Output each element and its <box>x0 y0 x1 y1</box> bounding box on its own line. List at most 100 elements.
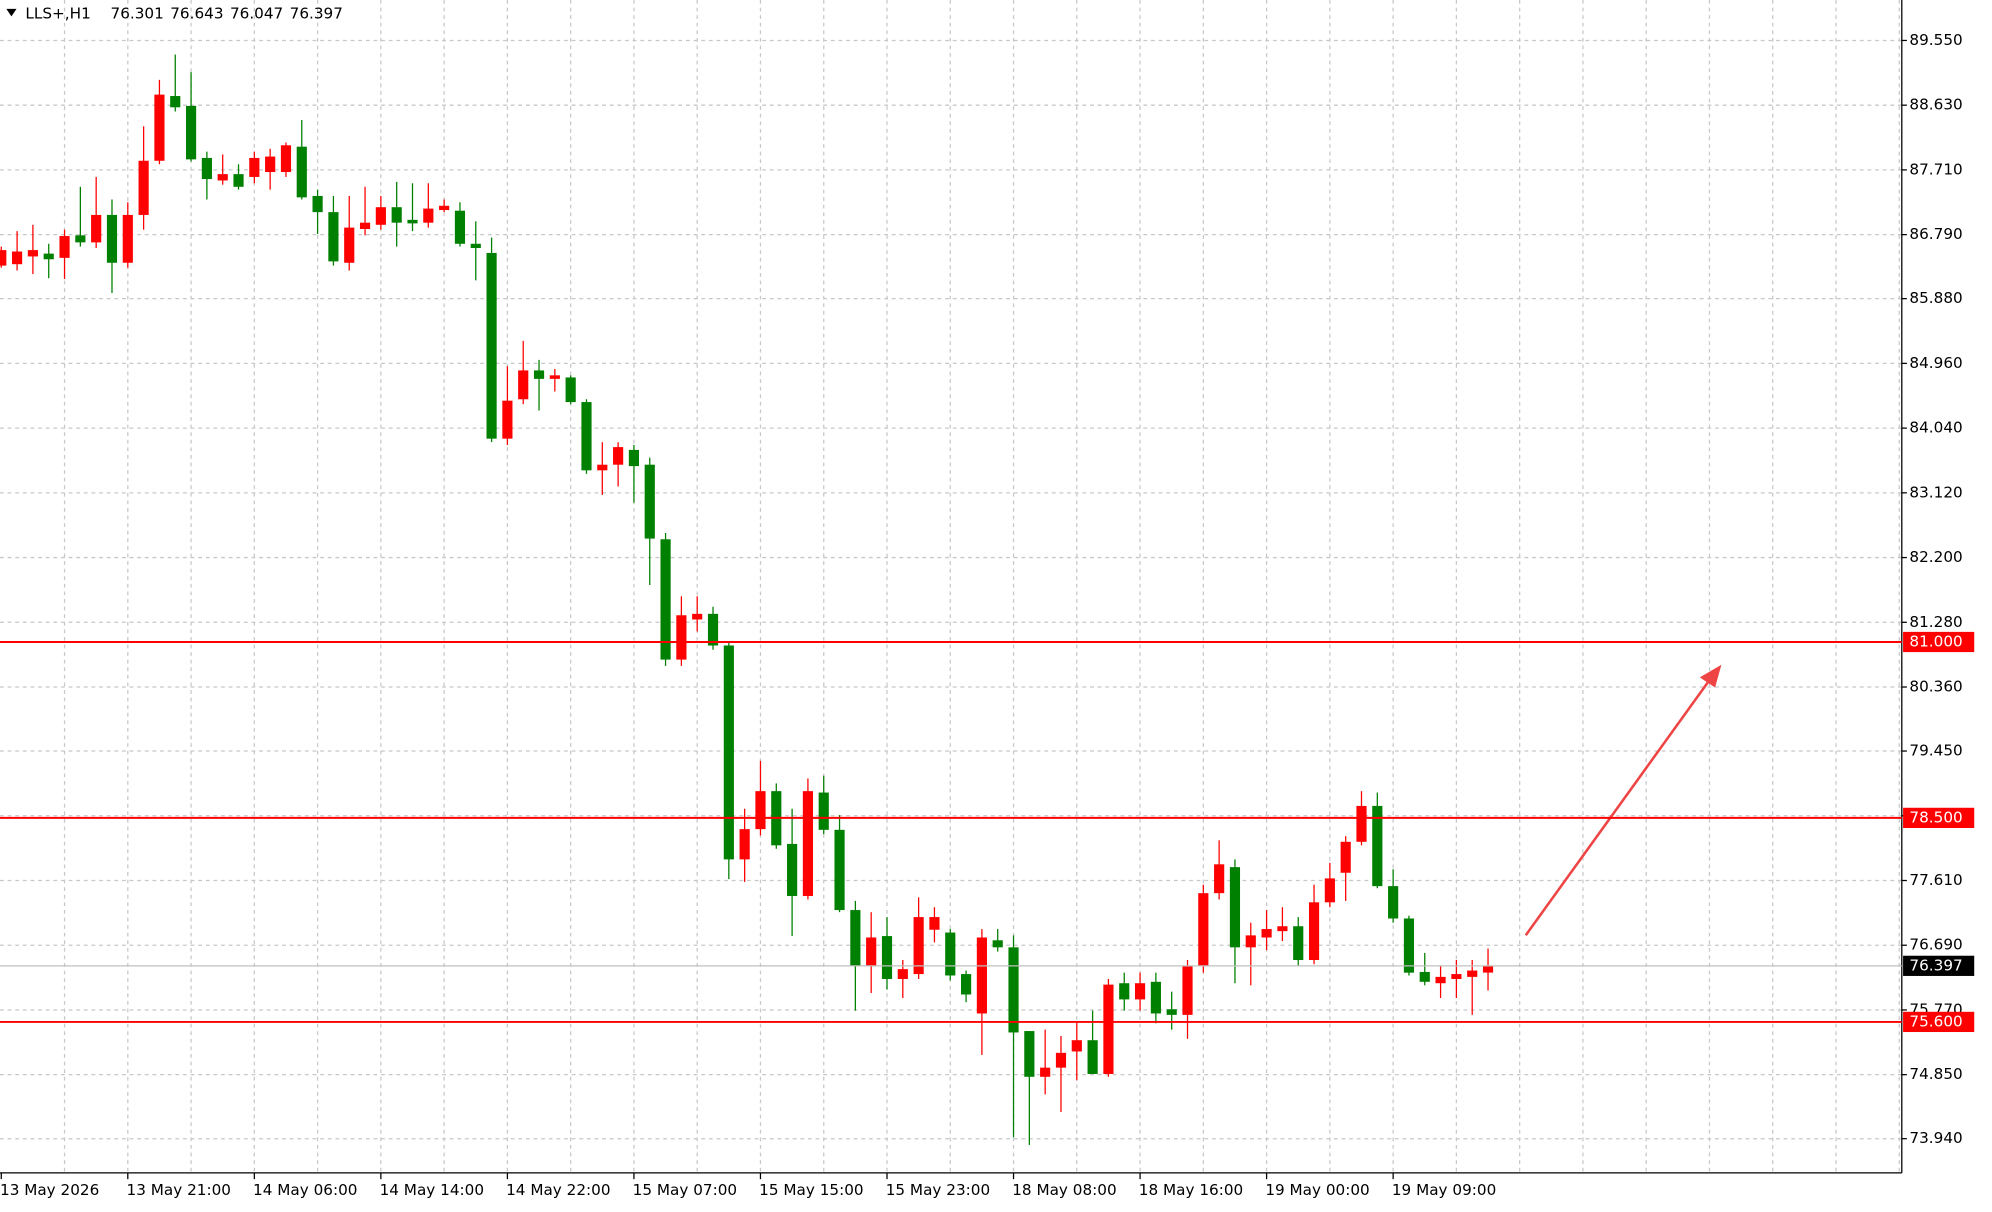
candle-body <box>1182 966 1193 1015</box>
arrow-head <box>1699 664 1722 688</box>
candle-body <box>201 157 212 180</box>
candle-body <box>565 377 576 403</box>
header-close: 76.397 <box>290 4 343 22</box>
candle-body <box>660 539 671 660</box>
candle-body <box>1403 918 1415 973</box>
candle-body <box>1372 805 1383 887</box>
level-box <box>1903 1011 1975 1033</box>
y-tick-label: 81.280 <box>1909 613 1962 631</box>
candle-body <box>423 208 434 223</box>
grid: 89.550 88.630 87.710 86.790 85.880 84.960 84.0… <box>0 0 1963 1199</box>
candle-body <box>802 791 813 896</box>
candle-body <box>518 370 529 400</box>
menu-icon <box>6 8 17 17</box>
y-tick-label: 74.850 <box>1909 1065 1962 1083</box>
candle-body <box>454 210 466 244</box>
candle-body <box>755 791 766 830</box>
candle-body <box>249 157 260 177</box>
candle-body <box>1293 926 1304 960</box>
candle-body <box>265 156 276 173</box>
candle-body <box>138 160 149 215</box>
candle-body <box>1150 981 1161 1014</box>
candle-body <box>1324 878 1335 903</box>
x-tick-label: 15 May 23:00 <box>886 1181 990 1199</box>
candle-body <box>1134 983 1146 1000</box>
candle-body <box>106 214 118 263</box>
x-tick-label: 14 May 22:00 <box>506 1181 610 1199</box>
candle-body <box>185 105 197 160</box>
candle-body <box>75 235 86 243</box>
candle-body <box>1040 1067 1051 1077</box>
candle-body <box>27 250 38 257</box>
candle-body <box>470 243 481 249</box>
candle-body <box>1356 805 1367 842</box>
candle-body <box>581 402 592 471</box>
candle-body <box>1024 1031 1035 1077</box>
candle-body <box>296 146 307 198</box>
candle-body <box>597 464 608 471</box>
candle-body <box>929 917 940 930</box>
x-tick-label: 13 May 21:00 <box>127 1181 231 1199</box>
candle-body <box>834 829 845 911</box>
candle-body <box>328 212 339 262</box>
y-tick-label: 79.450 <box>1909 742 1962 760</box>
y-tick-label: 77.610 <box>1909 871 1962 889</box>
candle-body <box>1198 893 1209 967</box>
level-box <box>1903 631 1975 653</box>
y-tick-label: 73.940 <box>1909 1129 1962 1147</box>
candle-body <box>359 222 371 230</box>
candle-body <box>1245 935 1256 948</box>
candle-body <box>1261 929 1272 938</box>
candle-body <box>486 252 497 439</box>
candle-body <box>1055 1052 1067 1068</box>
candle-body <box>122 214 133 263</box>
candle-body <box>992 940 1003 948</box>
candle-body <box>549 375 560 379</box>
candle-body <box>1214 864 1225 894</box>
x-tick-label: 19 May 09:00 <box>1392 1181 1496 1199</box>
current-price-label: 76.397 <box>1909 956 1962 974</box>
candle-body <box>628 449 640 467</box>
candle-body <box>154 94 165 161</box>
candle-body <box>280 145 292 173</box>
y-tick-label: 88.630 <box>1909 96 1962 114</box>
candle-body <box>961 974 972 995</box>
y-tick-label: 87.710 <box>1909 160 1962 178</box>
candle-body <box>976 937 987 1014</box>
candle-body <box>739 829 750 860</box>
candle-body <box>391 207 402 223</box>
x-tick-label: 18 May 08:00 <box>1012 1181 1116 1199</box>
candle-body <box>59 236 70 258</box>
arrow <box>1524 671 1717 936</box>
candle-body <box>375 207 386 225</box>
level-label: 78.500 <box>1909 808 1962 826</box>
candle-body <box>12 251 23 265</box>
x-tick-label: 19 May 00:00 <box>1265 1181 1369 1199</box>
candle-body <box>1467 970 1478 977</box>
candle-body <box>0 250 7 266</box>
candle-body <box>818 792 829 830</box>
candle-body <box>1008 947 1019 1033</box>
candle-body <box>1388 886 1399 919</box>
candle-body <box>1277 926 1288 932</box>
candle-body <box>1087 1040 1098 1074</box>
candle-body <box>233 174 244 187</box>
candle-body <box>533 370 545 379</box>
y-tick-label: 76.690 <box>1909 936 1962 954</box>
candle-body <box>170 96 181 108</box>
candle-body <box>1340 841 1351 873</box>
level-box <box>1903 807 1975 828</box>
overlay: 76.397 81.000 78.500 75.600 <box>0 631 1975 1033</box>
header-high: 76.643 <box>170 4 223 22</box>
candle-body <box>613 447 624 465</box>
candle-body <box>217 174 228 181</box>
x-tick-label: 18 May 16:00 <box>1139 1181 1243 1199</box>
candle-body <box>407 219 418 224</box>
header-low: 76.047 <box>230 4 283 22</box>
candle-body <box>913 917 924 975</box>
candle-body <box>1071 1040 1082 1052</box>
candle-body <box>1419 971 1430 982</box>
candle-body <box>881 936 893 979</box>
candle-body <box>723 645 734 860</box>
